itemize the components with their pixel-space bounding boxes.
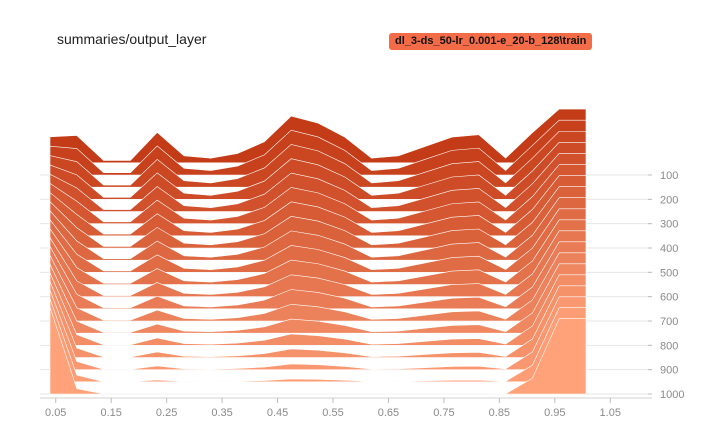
histogram-step-50 [49, 108, 587, 164]
histogram-step-400 [49, 186, 587, 249]
chart-title: summaries/output_layer [57, 31, 207, 47]
x-tick-label: 0.65 [378, 407, 399, 419]
y-tick-label: 100 [660, 170, 678, 182]
histogram-step-250 [49, 153, 587, 212]
x-tick-label: 0.45 [267, 407, 288, 419]
x-tick-label: 0.75 [433, 407, 454, 419]
histogram-step-850 [49, 281, 587, 358]
x-tick-label: 0.95 [544, 407, 565, 419]
histogram-step-950 [49, 298, 587, 383]
y-tick-label: 800 [660, 340, 678, 352]
histogram-step-100 [49, 119, 587, 176]
histogram-step-200 [49, 142, 587, 200]
y-axis: 100 200 300 400 500 600 700 800 900 1000 [648, 170, 684, 401]
y-tick-label: 700 [660, 316, 678, 328]
x-tick-label: 1.05 [600, 407, 621, 419]
x-tick-label: 0.25 [156, 407, 177, 419]
histogram-step-450 [49, 197, 587, 261]
x-tick-label: 0.55 [322, 407, 343, 419]
run-label-badge[interactable]: dl_3-ds_50-lr_0.001-e_20-b_128\train [389, 33, 593, 50]
y-tick-label: 200 [660, 194, 678, 206]
histogram-step-350 [49, 175, 587, 237]
x-axis: 0.05 0.15 0.25 0.35 0.45 0.55 0.65 0.75 0.85 0.95… [45, 398, 621, 419]
y-tick-label: 500 [660, 267, 678, 279]
histogram-step-300 [49, 164, 587, 224]
x-tick-label: 0.15 [100, 407, 121, 419]
histogram-step-800 [49, 272, 587, 346]
x-tick-label: 0.85 [489, 407, 510, 419]
y-tick-label: 1000 [660, 389, 684, 401]
y-tick-label: 900 [660, 365, 678, 377]
histogram-layers [49, 108, 587, 395]
y-tick-label: 400 [660, 243, 678, 255]
x-tick-label: 0.05 [45, 407, 66, 419]
y-tick-label: 300 [660, 219, 678, 231]
y-tick-label: 600 [660, 292, 678, 304]
histogram-step-900 [49, 290, 587, 370]
x-tick-label: 0.35 [211, 407, 232, 419]
histogram-step-150 [49, 130, 587, 188]
histogram-step-1000 [49, 307, 587, 395]
